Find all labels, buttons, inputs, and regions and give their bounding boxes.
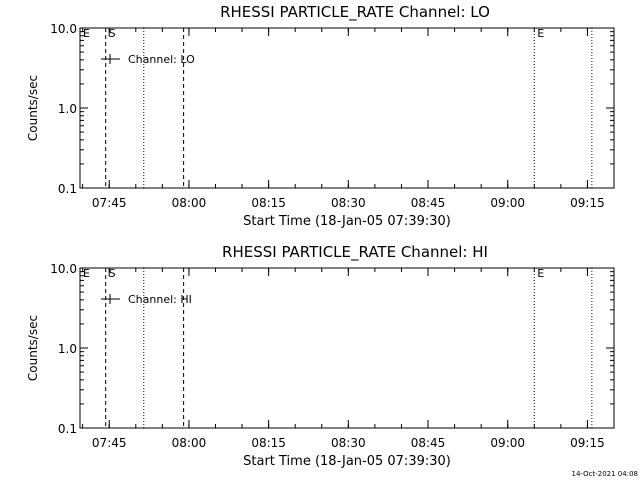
marker-label: E: [83, 27, 90, 40]
y-tick-label: 1.0: [58, 342, 77, 356]
chart-title: RHESSI PARTICLE_RATE Channel: HI: [222, 243, 488, 262]
marker-label: S: [109, 27, 116, 40]
x-tick-label: 09:15: [570, 436, 605, 450]
marker-label: E: [537, 267, 544, 280]
x-tick-label: 08:45: [411, 196, 446, 210]
x-tick-label: 08:30: [331, 436, 366, 450]
x-tick-label: 08:15: [251, 196, 286, 210]
x-axis-label: Start Time (18-Jan-05 07:39:30): [243, 214, 451, 229]
x-tick-label: 08:00: [172, 196, 207, 210]
y-tick-label: 0.1: [58, 182, 77, 196]
chart-panel: E S E 0.1 1.0 10.0 07:45 08:00 08:15 08:30 08:45 09…: [26, 243, 615, 469]
y-tick-label: 1.0: [58, 102, 77, 116]
marker-label: E: [537, 27, 544, 40]
y-tick-label: 10.0: [50, 22, 77, 36]
chart-panel: E S E 0.1 1.0 10.0 07:45 08:00 08:15 08:30 08:45 09…: [26, 3, 615, 229]
y-axis-label: Counts/sec: [26, 315, 40, 381]
x-tick-label: 09:15: [570, 196, 605, 210]
chart-title: RHESSI PARTICLE_RATE Channel: LO: [220, 3, 490, 22]
x-tick-label: 09:00: [490, 196, 525, 210]
footer-timestamp: 14-Oct-2021 04:08: [572, 470, 638, 478]
y-axis-label: Counts/sec: [26, 75, 40, 141]
x-tick-label: 08:45: [411, 436, 446, 450]
x-tick-label: 07:45: [92, 436, 127, 450]
x-tick-label: 08:00: [172, 436, 207, 450]
x-tick-label: 08:30: [331, 196, 366, 210]
x-axis-label: Start Time (18-Jan-05 07:39:30): [243, 454, 451, 469]
legend-label: Channel: LO: [128, 53, 195, 66]
x-tick-label: 08:15: [251, 436, 286, 450]
y-tick-label: 10.0: [50, 262, 77, 276]
x-tick-label: 09:00: [490, 436, 525, 450]
marker-label: E: [83, 267, 90, 280]
x-tick-label: 07:45: [92, 196, 127, 210]
y-tick-label: 0.1: [58, 422, 77, 436]
legend-label: Channel: HI: [128, 293, 192, 306]
marker-label: S: [109, 267, 116, 280]
